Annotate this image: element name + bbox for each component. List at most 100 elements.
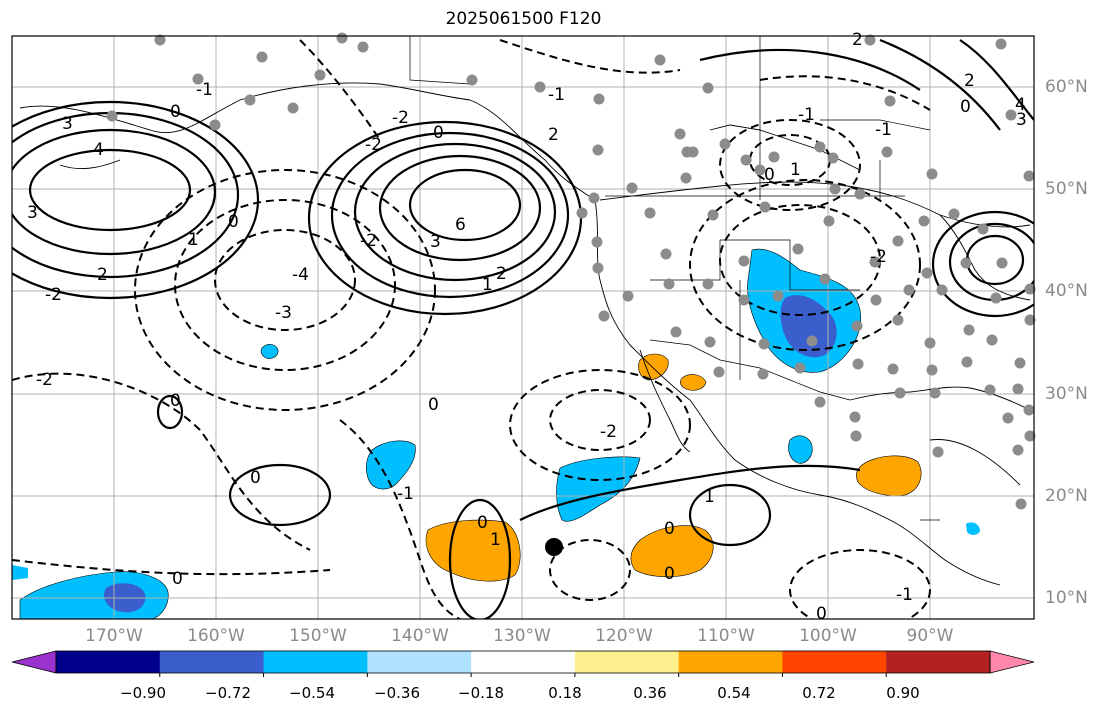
lat-label: 30°N [1045, 384, 1088, 404]
lat-label: 60°N [1045, 77, 1088, 97]
contour-label: -4 [292, 265, 309, 285]
contour-label: 2 [548, 125, 559, 145]
contour-label: 0 [960, 97, 971, 117]
map-background [12, 36, 1034, 619]
contour-label: 0 [172, 569, 183, 589]
colorbar-segment [56, 651, 161, 673]
contour-label: -2 [392, 108, 409, 128]
contours-negative [12, 39, 931, 619]
borders [409, 36, 940, 521]
lon-label: 170°W [85, 626, 143, 646]
lat-label: 20°N [1045, 486, 1088, 506]
negative-core-plains [780, 295, 837, 358]
colorbar-extend-low [11, 650, 57, 674]
contour-label-group: 4 3 0 3 2 -2 1 0 -4 -3 -2 0 0 0 -1 -2 0 … [27, 30, 1027, 624]
negative-area-caribbean [966, 522, 980, 535]
colorbar-tick-label: 0.90 [886, 684, 920, 702]
colorbar-tick-label: 0.18 [548, 684, 582, 702]
colorbar-tick-label: 0.72 [802, 684, 836, 702]
contour-label: -2 [36, 370, 53, 390]
contour-label: -1 [397, 484, 414, 504]
shaded-anomalies [12, 248, 980, 619]
contour-label: -2 [45, 285, 62, 305]
lon-label: 120°W [595, 626, 653, 646]
lon-label: 160°W [187, 626, 245, 646]
contour-label: 2 [496, 264, 507, 284]
colorbar-tick-label: 0.54 [717, 684, 751, 702]
contour-label: -2 [360, 231, 377, 251]
contour-label: 0 [816, 604, 827, 624]
contour-label: 2 [852, 30, 863, 50]
contour-label: 0 [428, 395, 439, 415]
contour-label: 1 [482, 275, 493, 295]
contour-label: -2 [600, 422, 617, 442]
contour-label: -3 [275, 303, 292, 323]
contour-label: 3 [27, 203, 38, 223]
colorbar-segment [471, 651, 576, 673]
colorbar-tick-label: 0.36 [633, 684, 667, 702]
colorbar-segment [678, 651, 783, 673]
map-title: 2025061500 F120 [445, 9, 602, 29]
colorbar-tick-label: −0.18 [458, 684, 504, 702]
colorbar-segment [263, 651, 368, 673]
colorbar-segment [886, 651, 991, 673]
contour-label: 1 [188, 230, 199, 250]
contour-label: 1 [790, 160, 801, 180]
contour-label: 0 [764, 165, 775, 185]
contour-label: -1 [875, 120, 892, 140]
lon-label: 130°W [493, 626, 551, 646]
contour-label: 0 [170, 391, 181, 411]
contour-label: 3 [62, 114, 73, 134]
positive-area-mexico [680, 374, 707, 391]
map-frame [11, 35, 1035, 620]
negative-area-small-1 [260, 344, 279, 359]
contours-positive [12, 38, 1034, 619]
contour-label: -1 [798, 105, 815, 125]
contour-label: -1 [196, 80, 213, 100]
contour-label: 0 [664, 564, 675, 584]
contour-label: 2 [964, 71, 975, 91]
contour-label: 3 [1016, 110, 1027, 130]
colorbar-frame [55, 650, 991, 674]
colorbar-segment [367, 651, 472, 673]
contour-label: -2 [365, 135, 382, 155]
negative-area-gulf [788, 435, 813, 464]
contour-label: 0 [433, 123, 444, 143]
contour-label: 0 [170, 102, 181, 122]
negative-area-pacific-1 [556, 456, 641, 522]
contour-label: 3 [430, 232, 441, 252]
positive-area-gulf [856, 455, 922, 497]
contour-label: 4 [93, 140, 104, 160]
gridlines [12, 36, 1034, 619]
contour-label: -2 [870, 247, 887, 267]
lon-label: 150°W [289, 626, 347, 646]
lon-label: 140°W [391, 626, 449, 646]
colorbar-tick-label: −0.54 [289, 684, 335, 702]
colorbar-segment [782, 651, 887, 673]
colorbar [11, 650, 1035, 677]
colorbar-tick-label: −0.36 [374, 684, 420, 702]
negative-area-edge [12, 565, 28, 580]
contour-label: 2 [97, 265, 108, 285]
lon-label: 100°W [799, 626, 857, 646]
contour-label: 1 [490, 530, 501, 550]
colorbar-extend-high [989, 650, 1035, 674]
positive-area-pacific-2 [630, 525, 714, 578]
center-marker [545, 538, 563, 556]
station-markers [106, 32, 1036, 510]
contour-label: 0 [250, 468, 261, 488]
contour-label: 0 [228, 212, 239, 232]
lon-label: 110°W [697, 626, 755, 646]
lon-label: 90°W [906, 626, 954, 646]
negative-area-pacific-2 [366, 440, 416, 490]
contour-label: 0 [664, 519, 675, 539]
lat-label: 10°N [1045, 588, 1088, 608]
colorbar-segment [159, 651, 265, 673]
contour-label: -1 [548, 85, 565, 105]
lat-label: 50°N [1045, 179, 1088, 199]
colorbar-tick-label: −0.90 [120, 684, 166, 702]
lat-label: 40°N [1045, 281, 1088, 301]
colorbar-segment [574, 651, 680, 673]
contour-label: -1 [896, 585, 913, 605]
